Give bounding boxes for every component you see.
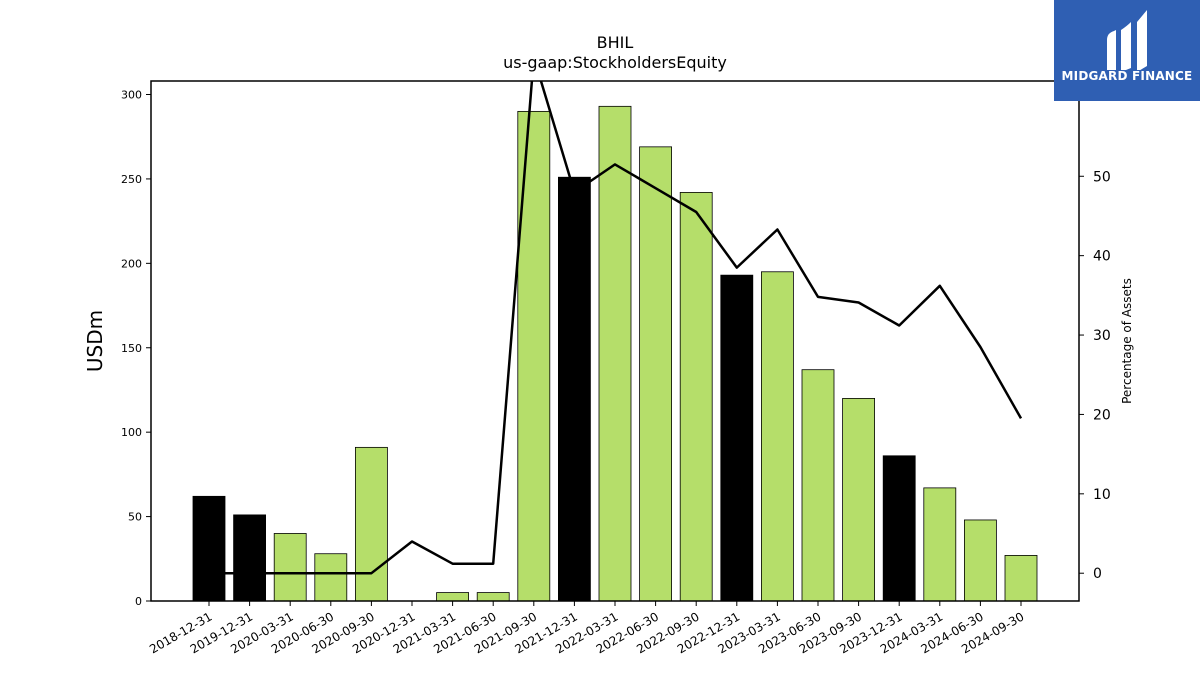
bars (192, 105, 1038, 602)
y-tick-label: 100 (121, 426, 142, 439)
percentage-line (209, 81, 1023, 575)
bar-2024-06-30 (964, 519, 997, 602)
bar-2020-06-30 (314, 553, 348, 602)
y2-tick-label: 50 (1093, 169, 1111, 185)
y2-axis-label: Percentage of Assets (1120, 278, 1134, 404)
bar-2022-12-31 (720, 274, 754, 602)
y-tick-label: 150 (121, 342, 142, 355)
y2-tick-label: 30 (1093, 328, 1111, 344)
bar-2021-06-30 (476, 592, 510, 602)
y-axis-label: USDm (83, 310, 107, 372)
y-tick-label: 250 (121, 173, 142, 186)
bar-2022-09-30 (679, 192, 713, 602)
bar-2023-09-30 (842, 398, 875, 602)
bar-2021-03-31 (436, 592, 470, 602)
y-tick-label: 50 (128, 511, 142, 524)
bar-2018-12-31 (192, 495, 226, 602)
bar-2021-12-31 (558, 176, 591, 602)
y2-tick-label: 0 (1093, 566, 1102, 582)
bar-2022-03-31 (598, 105, 632, 602)
x-axis: 2018-12-312019-12-312020-03-312020-06-30… (147, 601, 1027, 656)
bar-2019-12-31 (233, 514, 267, 602)
y2-tick-label: 10 (1093, 487, 1111, 503)
bar-2023-03-31 (761, 271, 794, 602)
chart-subtitle: us-gaap:StockholdersEquity (503, 53, 727, 72)
y-axis-right: 0 10 20 30 40 50 (1079, 169, 1111, 582)
y-tick-label: 300 (121, 89, 142, 102)
bar-2023-12-31 (882, 455, 916, 602)
bar-2024-03-31 (923, 487, 957, 602)
y-axis-left: 0 50 100 150 200 250 300 (121, 89, 151, 608)
bar-2020-09-30 (354, 446, 388, 602)
bar-2020-03-31 (273, 533, 307, 602)
midgard-finance-logo: MIDGARD FINANCE (1054, 0, 1200, 101)
y-tick-label: 0 (135, 595, 142, 608)
y2-tick-label: 40 (1093, 249, 1111, 265)
logo-mark-icon (1107, 10, 1147, 70)
percentage-series-line (209, 81, 1023, 575)
bar-2024-09-30 (1004, 555, 1038, 602)
y2-tick-label: 20 (1093, 407, 1111, 423)
chart-title: BHIL (597, 33, 634, 52)
logo-text: MIDGARD FINANCE (1061, 69, 1193, 83)
bar-2023-06-30 (801, 369, 835, 602)
y-tick-label: 200 (121, 257, 142, 270)
bar-2022-06-30 (639, 146, 672, 602)
